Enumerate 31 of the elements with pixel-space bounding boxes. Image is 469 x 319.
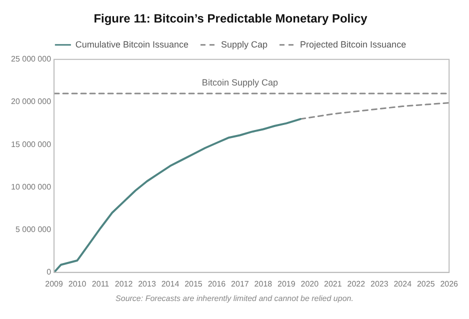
x-tick-label: 2020 xyxy=(300,279,320,288)
x-tick-label: 2015 xyxy=(184,279,203,288)
x-tick-label: 2010 xyxy=(68,279,87,288)
x-tick-label: 2013 xyxy=(138,279,156,288)
x-tick-label: 2014 xyxy=(161,279,180,288)
y-tick-label: 20 000 000 xyxy=(10,97,52,106)
source-note: Source: Forecasts are inherently limited and cannot be relied upon. xyxy=(114,294,354,303)
x-tick-label: 2016 xyxy=(208,279,226,288)
legend-label: Cumulative Bitcoin Issuance xyxy=(75,39,188,50)
x-tick-label: 2009 xyxy=(45,279,64,288)
x-tick-label: 2017 xyxy=(231,279,250,288)
x-tick-label: 2022 xyxy=(347,279,366,288)
line-series xyxy=(300,102,450,120)
annotation: Bitcoin Supply Cap xyxy=(202,77,278,88)
y-tick-label: 25 000 000 xyxy=(10,54,52,64)
y-tick-label: 15 000 000 xyxy=(10,140,52,149)
x-tick-label: 2021 xyxy=(324,279,342,288)
x-tick-label: 2012 xyxy=(114,279,134,288)
x-tick-label: 2011 xyxy=(92,279,110,288)
chart-title: Figure 11: Bitcoin’s Predictable Monetary Policy xyxy=(94,12,368,26)
x-tick-label: 2025 xyxy=(416,279,436,288)
legend-label: Supply Cap xyxy=(220,39,268,50)
y-tick-label: 5 000 000 xyxy=(15,225,52,234)
x-tick-label: 2023 xyxy=(370,279,389,288)
y-tick-label: 0 xyxy=(46,268,52,277)
x-tick-label: 2018 xyxy=(254,279,273,288)
x-tick-label: 2019 xyxy=(278,279,296,288)
y-tick-label: 10 000 000 xyxy=(10,182,52,192)
x-tick-label: 2024 xyxy=(394,279,412,288)
legend-label: Projected Bitcoin Issuance xyxy=(300,39,406,50)
x-tick-label: 2026 xyxy=(440,279,459,288)
